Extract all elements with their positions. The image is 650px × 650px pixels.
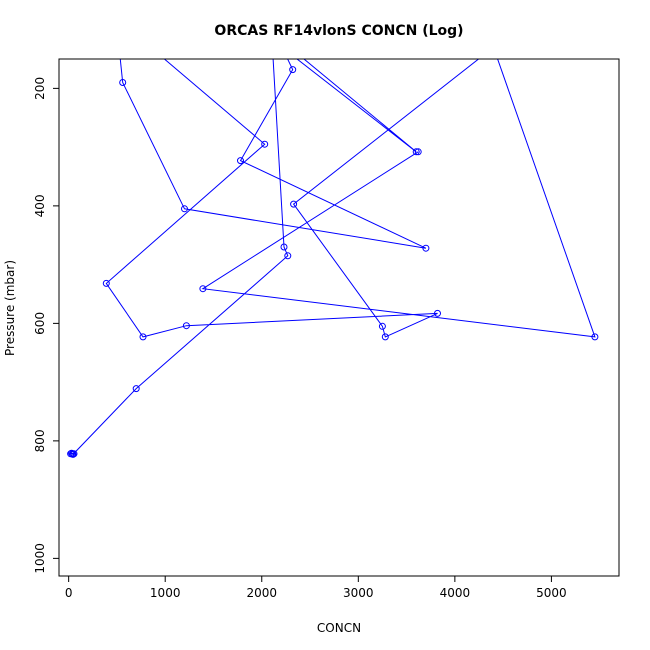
x-tick-label: 0: [65, 586, 73, 600]
data-point: [68, 449, 76, 457]
x-tick-label: 2000: [246, 586, 277, 600]
data-point: [139, 333, 147, 341]
data-point: [113, 15, 119, 21]
data-point: [412, 148, 420, 156]
x-axis: 0 1000 2000 3000 4000 5000: [65, 576, 567, 600]
data-point: [69, 450, 77, 458]
data-point: [284, 252, 292, 260]
y-tick-label: 1000: [33, 543, 47, 574]
data-point: [289, 66, 297, 74]
data-point: [434, 309, 441, 317]
data-point: [591, 333, 599, 341]
data-point: [261, 140, 269, 148]
y-tick-label: 600: [33, 312, 47, 335]
data-point: [119, 79, 127, 86]
y-tick-label: 200: [33, 77, 47, 100]
data-point: [237, 157, 244, 165]
chart-title: ORCAS RF14vlonS CONCN (Log): [214, 23, 463, 39]
data-point: [132, 385, 140, 393]
data-point: [287, 44, 293, 50]
data-point: [199, 285, 207, 293]
data-point: [381, 333, 389, 341]
data-point: [182, 322, 190, 330]
data-point: [378, 322, 386, 330]
data-point: [280, 243, 288, 251]
plot-frame: [58, 58, 620, 577]
data-point: [279, 44, 285, 50]
x-tick-label: 4000: [440, 586, 471, 600]
x-axis-label: CONCN: [317, 621, 361, 635]
y-axis: 200 400 600 800 1000: [33, 77, 59, 574]
data-point: [102, 279, 110, 287]
data-point: [422, 244, 430, 252]
data-point: [290, 200, 298, 208]
x-tick-label: 5000: [536, 586, 567, 600]
data-point: [181, 205, 188, 213]
data-point: [491, 44, 497, 50]
plot-area: [67, 15, 599, 458]
x-tick-label: 3000: [343, 586, 374, 600]
y-axis-label: Pressure (mbar): [3, 260, 17, 356]
x-tick-label: 1000: [150, 586, 181, 600]
y-tick-label: 400: [33, 194, 47, 217]
data-point: [414, 148, 422, 156]
series-line: [70, 59, 596, 456]
y-tick-label: 800: [33, 429, 47, 452]
